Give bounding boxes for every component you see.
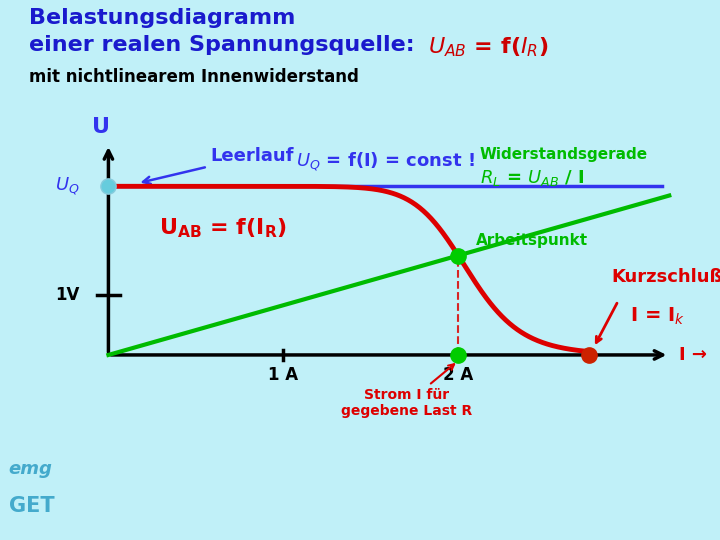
Text: I →: I → [680, 346, 708, 364]
Text: I = I$_k$: I = I$_k$ [630, 306, 685, 327]
Text: Leerlauf: Leerlauf [143, 147, 294, 184]
Text: Strom I für
gegebene Last R: Strom I für gegebene Last R [341, 364, 472, 418]
Text: $R_L$ = $U_{AB}$ / I: $R_L$ = $U_{AB}$ / I [480, 168, 585, 188]
Text: Kurzschluß: Kurzschluß [611, 268, 720, 286]
Text: $U_Q$: $U_Q$ [55, 176, 79, 197]
Text: Widerstandsgerade: Widerstandsgerade [480, 147, 648, 162]
Text: 1 A: 1 A [268, 366, 298, 384]
Text: 1V: 1V [55, 286, 79, 303]
Text: Arbeitspunkt: Arbeitspunkt [475, 233, 588, 248]
Text: U: U [92, 117, 110, 137]
Text: einer realen Spannungsquelle:: einer realen Spannungsquelle: [29, 35, 422, 55]
Text: $U_{AB}$ = f($I_R$): $U_{AB}$ = f($I_R$) [428, 35, 549, 59]
Text: 2 A: 2 A [443, 366, 473, 384]
Text: mit nichtlinearem Innenwiderstand: mit nichtlinearem Innenwiderstand [29, 68, 359, 85]
Text: $U_Q$ = f(I) = const !: $U_Q$ = f(I) = const ! [296, 151, 474, 173]
Text: GET: GET [9, 496, 54, 516]
Text: $\mathbf{U_{AB}}$ = f($\mathbf{I_R}$): $\mathbf{U_{AB}}$ = f($\mathbf{I_R}$) [159, 217, 287, 240]
Text: emg: emg [9, 460, 53, 478]
Text: Belastungsdiagramm: Belastungsdiagramm [29, 8, 295, 28]
